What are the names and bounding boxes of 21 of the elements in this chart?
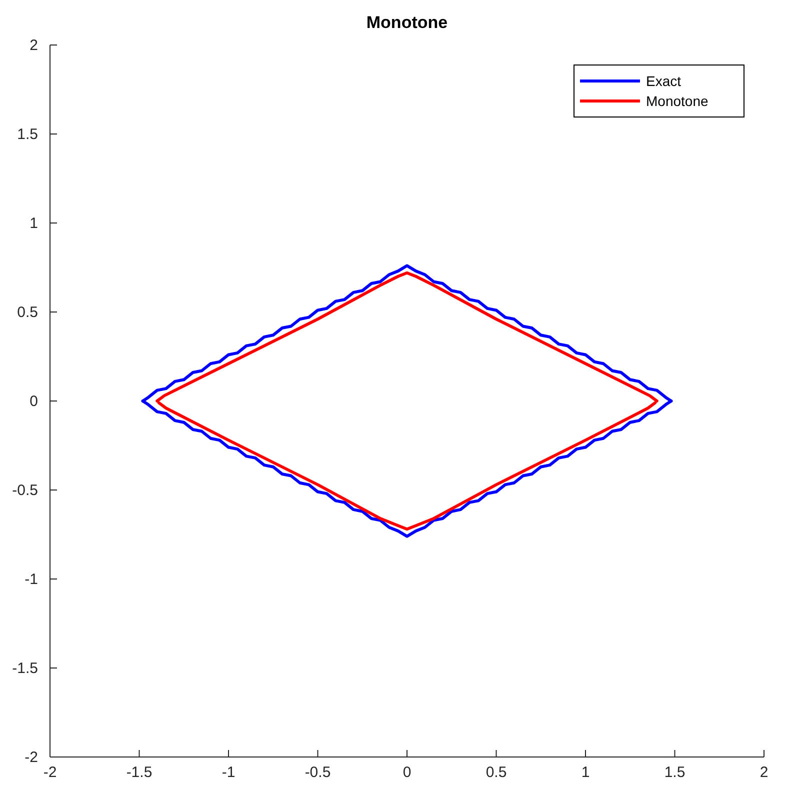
x-tick-label: -1.5 — [126, 764, 152, 781]
x-tick-label: 2 — [760, 764, 768, 781]
y-tick-label: 1 — [30, 215, 38, 232]
x-tick-label: -2 — [43, 764, 57, 781]
y-tick-label: -0.5 — [12, 482, 38, 499]
x-tick-label: 1 — [581, 764, 590, 781]
x-tick-label: -0.5 — [304, 764, 331, 781]
y-tick-label: -2 — [24, 749, 38, 766]
y-tick-label: -1.5 — [12, 660, 38, 677]
x-tick-label: 0 — [402, 764, 412, 781]
y-tick-label: 2 — [30, 37, 38, 54]
y-tick-label: 0.5 — [17, 304, 38, 321]
y-tick-label: 1.5 — [17, 126, 38, 143]
legend-label: Exact — [646, 73, 682, 89]
y-tick-label: 0 — [30, 393, 38, 410]
x-tick-label: -1 — [222, 764, 236, 781]
y-tick-label: -1 — [24, 571, 38, 588]
legend-label: Monotone — [646, 93, 708, 109]
x-tick-label: 1.5 — [664, 764, 686, 781]
chart-title: Monotone — [366, 13, 448, 32]
x-tick-label: 0.5 — [486, 764, 507, 781]
